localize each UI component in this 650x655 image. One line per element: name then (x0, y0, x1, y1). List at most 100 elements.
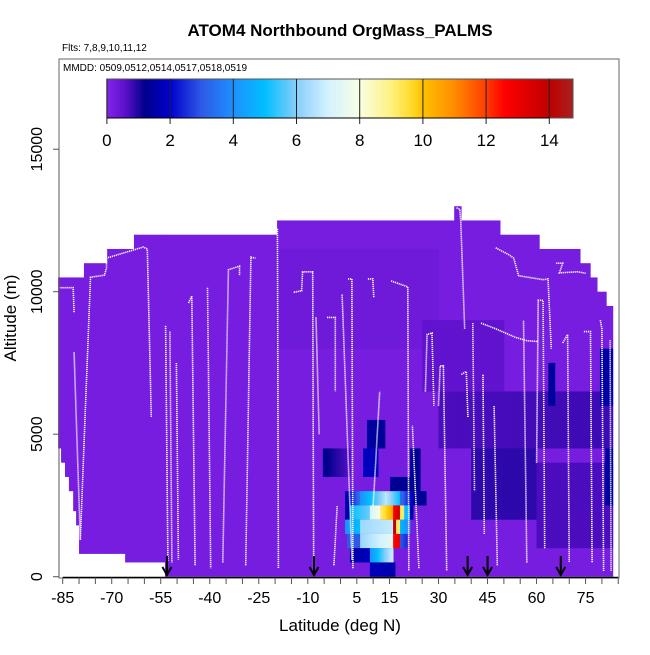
heatmap-cell (387, 491, 390, 506)
colorbar-segment (182, 79, 185, 118)
flight-track (341, 294, 353, 560)
colorbar-segment (416, 79, 419, 118)
colorbar-segment (233, 79, 236, 118)
colorbar-tick-label: 12 (477, 131, 496, 150)
x-tick-label: -70 (100, 590, 123, 607)
colorbar-segment (440, 79, 443, 118)
heatmap-cell (552, 462, 555, 549)
heatmap-cell (366, 491, 369, 506)
heatmap-cell (354, 505, 357, 520)
colorbar-segment (528, 79, 531, 118)
heatmap-cell (410, 476, 413, 492)
colorbar-segment (535, 79, 538, 118)
heatmap-cell (526, 448, 529, 520)
colorbar-segment (324, 79, 327, 118)
heatmap-cell (505, 448, 508, 520)
heatmap-cell (356, 248, 359, 349)
heatmap-cell (541, 391, 544, 449)
colorbar-segment (178, 79, 180, 118)
colorbar-segment (294, 79, 297, 118)
flight-track (493, 405, 499, 566)
colorbar-segment (399, 79, 402, 118)
heatmap-cell (580, 391, 583, 449)
colorbar-segment (230, 79, 233, 118)
arrow-down-icon (308, 556, 320, 578)
heatmap-cell (378, 505, 381, 520)
colorbar-segment (288, 79, 291, 118)
colorbar-segment (189, 79, 192, 118)
colorbar-segment (228, 79, 231, 118)
colorbar-segment (348, 79, 351, 118)
colorbar-segment (437, 79, 440, 118)
heatmap-cell (389, 248, 392, 349)
colorbar-segment (268, 79, 271, 118)
colorbar-segment (571, 79, 574, 118)
colorbar-segment (558, 79, 561, 118)
colorbar-segment (397, 79, 400, 118)
colorbar-segment (272, 79, 275, 118)
colorbar-segment (144, 79, 147, 118)
heatmap-cell (391, 505, 394, 520)
heatmap-cell (440, 391, 443, 449)
colorbar-segment (125, 79, 128, 118)
heatmap-cell (459, 320, 462, 392)
heatmap-cell (572, 462, 575, 549)
heatmap-cell (578, 391, 581, 449)
heatmap-cell (438, 391, 441, 449)
heatmap-cell (404, 248, 407, 349)
colorbar-segment (373, 79, 376, 118)
heatmap-cell (560, 391, 563, 449)
colorbar-segment (264, 79, 267, 118)
heatmap-cell (405, 476, 408, 492)
heatmap-cell (581, 462, 584, 549)
colorbar-segment (220, 79, 223, 118)
heatmap-cell (396, 476, 399, 492)
heatmap-cell (380, 562, 383, 577)
heatmap-cell (356, 548, 359, 563)
colorbar-segment (389, 79, 392, 118)
heatmap-cell (403, 505, 406, 520)
heatmap-cell (585, 462, 588, 549)
colorbar-segment (305, 79, 308, 118)
colorbar-segment (192, 79, 195, 118)
heatmap-cell (381, 419, 384, 449)
heatmap-cell (495, 391, 498, 449)
heatmap-cell (393, 533, 395, 549)
heatmap-cell (583, 391, 586, 449)
flight-tracks (58, 207, 612, 572)
heatmap-cell (312, 248, 315, 349)
colorbar-tick-label: 6 (292, 131, 301, 150)
flight-track (583, 330, 593, 563)
colorbar-segment (225, 79, 228, 118)
heatmap-cell (596, 462, 599, 549)
colorbar-segment (250, 79, 253, 118)
heatmap-cell (353, 505, 355, 520)
heatmap-cell (528, 391, 531, 449)
heatmap-cell (284, 248, 287, 349)
heatmap-cell (410, 248, 413, 349)
colorbar-segment (245, 79, 248, 118)
colorbar-segment (467, 79, 470, 118)
colorbar-segment (400, 79, 403, 118)
heatmap-cell (445, 320, 448, 392)
colorbar-segment (413, 79, 416, 118)
heatmap-cell (518, 448, 521, 520)
heatmap-cell (383, 419, 386, 449)
flight-track (271, 227, 280, 569)
colorbar-segment (339, 79, 342, 118)
colorbar-segment (524, 79, 526, 118)
colorbar-segment (247, 79, 250, 118)
colorbar-segment (312, 79, 315, 118)
colorbar-segment (193, 79, 196, 118)
heatmap-cell (570, 391, 573, 449)
heatmap-cell (585, 391, 588, 449)
colorbar-segment (287, 79, 289, 118)
colorbar-segment (160, 79, 163, 118)
heatmap-cell (374, 548, 377, 563)
heatmap-cell (384, 491, 387, 506)
heatmap-cell (386, 248, 389, 349)
colorbar-segment (201, 79, 204, 118)
heatmap-cell (375, 505, 378, 520)
colorbar-segment (130, 79, 133, 118)
colorbar-segment (285, 79, 288, 118)
